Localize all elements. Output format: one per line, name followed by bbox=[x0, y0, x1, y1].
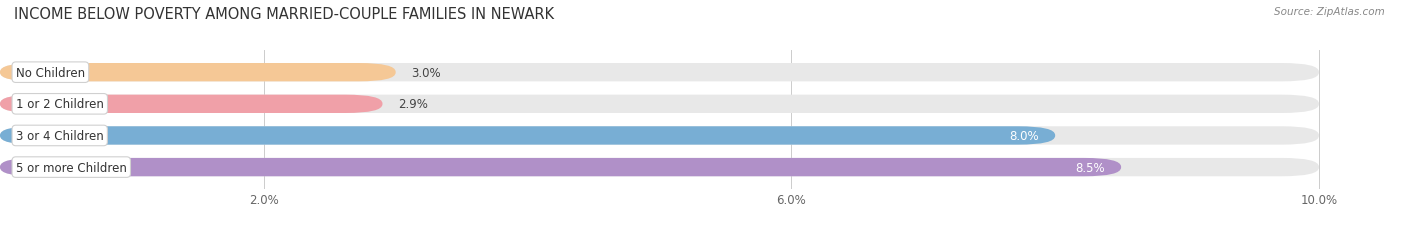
FancyBboxPatch shape bbox=[0, 64, 1319, 82]
Text: INCOME BELOW POVERTY AMONG MARRIED-COUPLE FAMILIES IN NEWARK: INCOME BELOW POVERTY AMONG MARRIED-COUPL… bbox=[14, 7, 554, 22]
Text: 5 or more Children: 5 or more Children bbox=[15, 161, 127, 174]
Text: 8.5%: 8.5% bbox=[1076, 161, 1105, 174]
Text: No Children: No Children bbox=[15, 66, 84, 79]
Text: 2.9%: 2.9% bbox=[398, 98, 429, 111]
FancyBboxPatch shape bbox=[0, 158, 1319, 176]
Text: Source: ZipAtlas.com: Source: ZipAtlas.com bbox=[1274, 7, 1385, 17]
FancyBboxPatch shape bbox=[0, 127, 1054, 145]
FancyBboxPatch shape bbox=[0, 64, 395, 82]
FancyBboxPatch shape bbox=[0, 95, 1319, 113]
FancyBboxPatch shape bbox=[0, 158, 1121, 176]
FancyBboxPatch shape bbox=[0, 95, 382, 113]
Text: 1 or 2 Children: 1 or 2 Children bbox=[15, 98, 104, 111]
FancyBboxPatch shape bbox=[0, 127, 1319, 145]
Text: 8.0%: 8.0% bbox=[1010, 129, 1039, 142]
Text: 3 or 4 Children: 3 or 4 Children bbox=[15, 129, 104, 142]
Text: 3.0%: 3.0% bbox=[412, 66, 441, 79]
